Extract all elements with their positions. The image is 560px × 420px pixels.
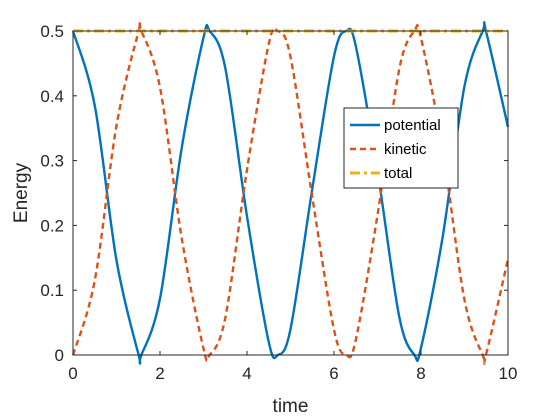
y-tick-label: 0.2 xyxy=(40,216,64,235)
y-axis-label: Energy xyxy=(11,162,32,223)
x-tick-label: 4 xyxy=(242,364,251,383)
y-tick-label: 0.4 xyxy=(40,87,64,106)
x-tick-label: 10 xyxy=(499,364,518,383)
legend-label-kinetic: kinetic xyxy=(384,141,427,158)
x-tick-label: 2 xyxy=(155,364,164,383)
legend: potential kinetic total xyxy=(344,108,458,188)
y-tick-label: 0 xyxy=(55,346,64,365)
legend-label-total: total xyxy=(384,165,412,182)
x-tick-label: 6 xyxy=(329,364,338,383)
x-tick-label: 0 xyxy=(68,364,77,383)
legend-label-potential: potential xyxy=(384,117,441,134)
y-tick-label: 0.3 xyxy=(40,152,64,171)
x-tick-label: 8 xyxy=(416,364,425,383)
plot-area xyxy=(73,31,508,355)
x-axis-label: time xyxy=(273,396,309,417)
y-tick-label: 0.5 xyxy=(40,22,64,41)
y-tick-label: 0.1 xyxy=(40,281,64,300)
